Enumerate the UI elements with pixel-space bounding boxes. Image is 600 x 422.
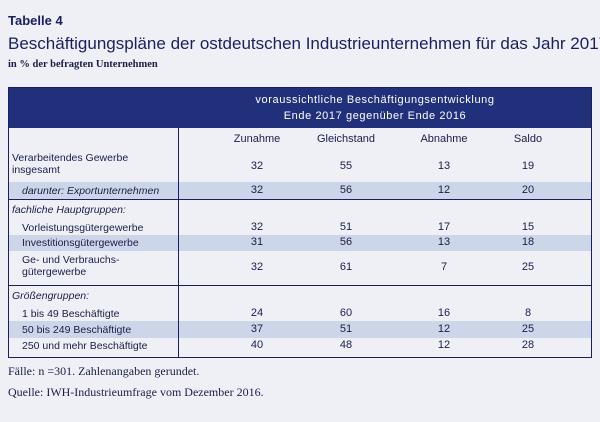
table-cell: 31 bbox=[250, 236, 264, 248]
group-separator bbox=[9, 199, 591, 200]
table-cell: 51 bbox=[339, 221, 353, 233]
row-label: Verarbeitendes Gewerbe insgesamt bbox=[12, 152, 129, 176]
row-shade bbox=[9, 182, 591, 199]
table-footnote: Fälle: n =301. Zahlenangaben gerundet. bbox=[8, 364, 200, 378]
table-cell: 32 bbox=[250, 261, 264, 273]
table-cell: 19 bbox=[521, 160, 535, 172]
table-cell: 28 bbox=[521, 339, 535, 351]
table-cell: 61 bbox=[339, 261, 353, 273]
table-cell: 56 bbox=[339, 236, 353, 248]
table-cell: 7 bbox=[440, 261, 448, 273]
header-band-line-2: Ende 2017 gegenüber Ende 2016 bbox=[283, 110, 467, 122]
table-cell: 48 bbox=[339, 339, 353, 351]
row-label: Vorleistungsgütergewerbe bbox=[22, 222, 144, 234]
table-header-band: voraussichtliche Beschäftigungsentwicklu… bbox=[9, 88, 591, 128]
row-label: Investitionsgütergewerbe bbox=[22, 237, 139, 249]
table-cell: 12 bbox=[437, 323, 451, 335]
table-label: Tabelle 4 bbox=[8, 13, 63, 28]
group-separator bbox=[9, 285, 591, 286]
group-heading: Größengruppen: bbox=[12, 290, 90, 302]
column-header-zunahme: Zunahme bbox=[233, 133, 281, 145]
table-cell: 56 bbox=[339, 184, 353, 196]
table-cell: 32 bbox=[250, 221, 264, 233]
table-cell: 18 bbox=[521, 236, 535, 248]
row-label: Ge- und Verbrauchs- gütergewerbe bbox=[22, 254, 120, 278]
table-cell: 20 bbox=[521, 184, 535, 196]
column-header-abnahme: Abnahme bbox=[420, 133, 468, 145]
table-subtitle: in % der befragten Unternehmen bbox=[8, 59, 158, 70]
table-cell: 51 bbox=[339, 323, 353, 335]
table-cell: 17 bbox=[437, 221, 451, 233]
column-header-saldo: Saldo bbox=[513, 133, 543, 145]
table-cell: 40 bbox=[250, 339, 264, 351]
header-band-line-1: voraussichtliche Beschäftigungsentwicklu… bbox=[255, 94, 495, 106]
row-label: darunter: Exportunternehmen bbox=[22, 185, 160, 197]
data-table: voraussichtliche Beschäftigungsentwicklu… bbox=[8, 87, 592, 358]
row-label: 250 und mehr Beschäftigte bbox=[22, 340, 148, 352]
table-cell: 60 bbox=[339, 307, 353, 319]
row-label: 1 bis 49 Beschäftigte bbox=[22, 308, 120, 320]
column-separator bbox=[178, 128, 179, 357]
table-cell: 16 bbox=[437, 307, 451, 319]
table-cell: 25 bbox=[521, 261, 535, 273]
row-shade bbox=[9, 321, 591, 338]
row-label: 50 bis 249 Beschäftigte bbox=[22, 324, 132, 336]
table-cell: 8 bbox=[524, 307, 532, 319]
group-heading: fachliche Hauptgruppen: bbox=[12, 204, 126, 216]
table-cell: 55 bbox=[339, 160, 353, 172]
table-cell: 15 bbox=[521, 221, 535, 233]
table-cell: 12 bbox=[437, 184, 451, 196]
table-cell: 37 bbox=[250, 323, 264, 335]
table-cell: 13 bbox=[437, 236, 451, 248]
column-header-gleichstand: Gleichstand bbox=[316, 133, 376, 145]
table-cell: 32 bbox=[250, 160, 264, 172]
row-shade bbox=[9, 235, 591, 251]
table-cell: 32 bbox=[250, 184, 264, 196]
table-cell: 25 bbox=[521, 323, 535, 335]
table-cell: 12 bbox=[437, 339, 451, 351]
table-title: Beschäftigungspläne der ostdeutschen Ind… bbox=[8, 34, 600, 53]
table-cell: 13 bbox=[437, 160, 451, 172]
table-cell: 24 bbox=[250, 307, 264, 319]
table-source: Quelle: IWH-Industrieumfrage vom Dezembe… bbox=[8, 385, 264, 399]
